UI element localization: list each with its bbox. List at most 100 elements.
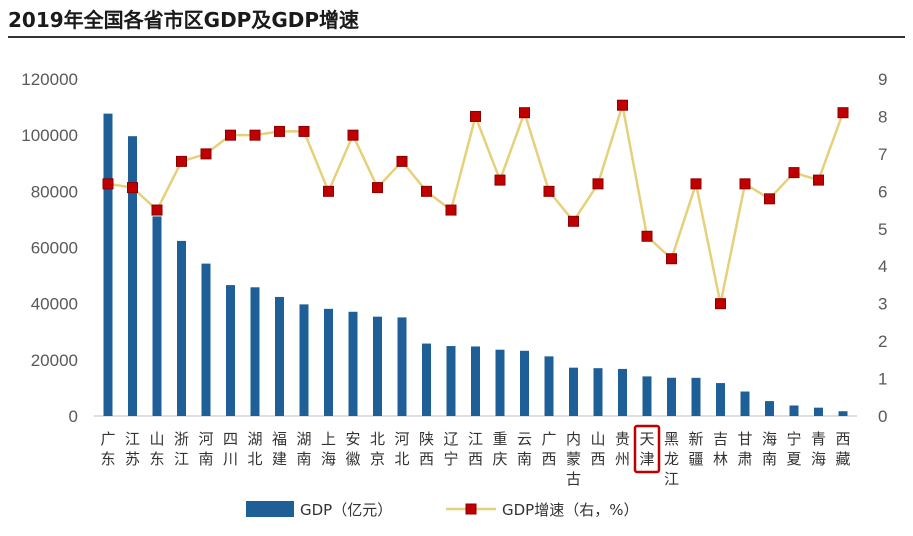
category-label: 浙江 [174,430,189,468]
category-label: 吉林 [713,430,728,468]
growth-marker [641,230,653,242]
category-label: 辽宁 [443,430,458,468]
left-tick-label: 20000 [31,351,78,370]
gdp-bar [569,367,578,416]
growth-marker [421,185,432,197]
left-tick-label: 40000 [31,295,78,314]
gdp-bar [471,346,480,416]
legend-growth-label: GDP增速（右，%） [502,501,638,519]
category-label: 宁夏 [786,430,801,468]
growth-marker [543,185,555,197]
category-label: 新疆 [688,430,703,468]
growth-marker [396,155,408,167]
category-label: 山西 [590,430,605,468]
gdp-bar [642,376,652,416]
gdp-bar [667,377,676,416]
growth-line [107,104,845,304]
category-label: 西藏 [835,430,850,468]
growth-marker [323,185,334,197]
category-label: 山东 [149,430,164,468]
right-tick-label: 8 [878,107,887,126]
category-label: 广东 [100,430,115,468]
right-tick-label: 3 [878,295,887,314]
growth-marker [176,155,187,167]
gdp-bar [740,391,750,416]
growth-marker [617,99,628,111]
gdp-bar [765,401,774,416]
category-label: 贵州 [615,430,630,468]
gdp-bar [814,407,823,416]
gdp-bar [422,343,431,416]
gdp-bar [250,287,260,416]
gdp-bar [691,377,701,416]
gdp-bar [348,311,358,416]
gdp-bar [789,405,799,416]
gdp-bar [201,263,211,416]
growth-marker [151,204,163,216]
category-label: 青海 [811,430,826,468]
growth-marker [200,148,212,160]
growth-marker [690,178,702,190]
gdp-bars [103,113,848,417]
category-label: 云南 [517,430,532,468]
category-label: 江苏 [125,430,140,468]
gdp-bar [446,346,456,416]
category-label: 陕西 [419,430,434,468]
category-label: 甘肃 [737,430,752,468]
gdp-bar [177,240,186,416]
category-label: 黑龙江 [664,430,679,488]
left-tick-label: 0 [69,407,78,426]
gdp-bar [716,383,725,416]
chart-title: 2019年全国各省市区GDP及GDP增速 [8,8,360,32]
growth-marker [347,129,359,141]
growth-marker [739,178,751,190]
gdp-bar [520,350,529,416]
growth-marker [788,167,800,179]
gdp-bar [397,317,407,416]
gdp-bar [618,368,627,416]
left-tick-label: 120000 [21,70,78,89]
growth-marker [274,125,285,137]
gdp-bar [275,296,284,416]
legend-gdp-swatch [246,501,294,517]
growth-marker [519,107,530,119]
growth-marker [592,178,604,190]
growth-marker [715,298,726,310]
right-tick-label: 1 [878,370,887,389]
category-labels: 广东江苏山东浙江河南四川湖北福建湖南上海安徽北京河北陕西辽宁江西重庆云南广西内蒙… [100,430,850,488]
gdp-bar [103,113,113,417]
gdp-bar [226,285,235,416]
category-label: 广西 [541,430,556,468]
right-tick-label: 9 [878,70,887,89]
gdp-bar [838,411,848,416]
left-tick-label: 100000 [21,126,78,145]
growth-marker [225,129,236,141]
category-label: 江西 [468,430,483,468]
left-tick-label: 60000 [31,239,78,258]
right-tick-label: 6 [878,182,887,201]
category-label: 河南 [198,430,213,468]
legend-gdp-label: GDP（亿元） [300,501,392,519]
gdp-bar [299,304,309,416]
growth-marker [837,107,849,119]
right-tick-label: 7 [878,145,887,164]
title-underline [8,36,905,38]
category-label: 重庆 [492,430,507,468]
growth-marker [764,193,775,205]
growth-marker [568,215,579,227]
right-tick-label: 4 [878,257,887,276]
category-label: 安徽 [345,430,360,468]
category-label: 天津 [639,430,654,468]
highlight-box-tianjin [633,424,661,474]
growth-marker [102,178,114,190]
gdp-bar [495,349,505,416]
category-label: 湖南 [296,430,311,468]
growth-marker [666,253,677,265]
category-label: 上海 [321,430,336,468]
gdp-bar [324,308,333,416]
growth-marker [494,174,506,186]
growth-marker [249,129,261,141]
growth-marker [445,204,457,216]
category-label: 内蒙古 [566,430,581,488]
